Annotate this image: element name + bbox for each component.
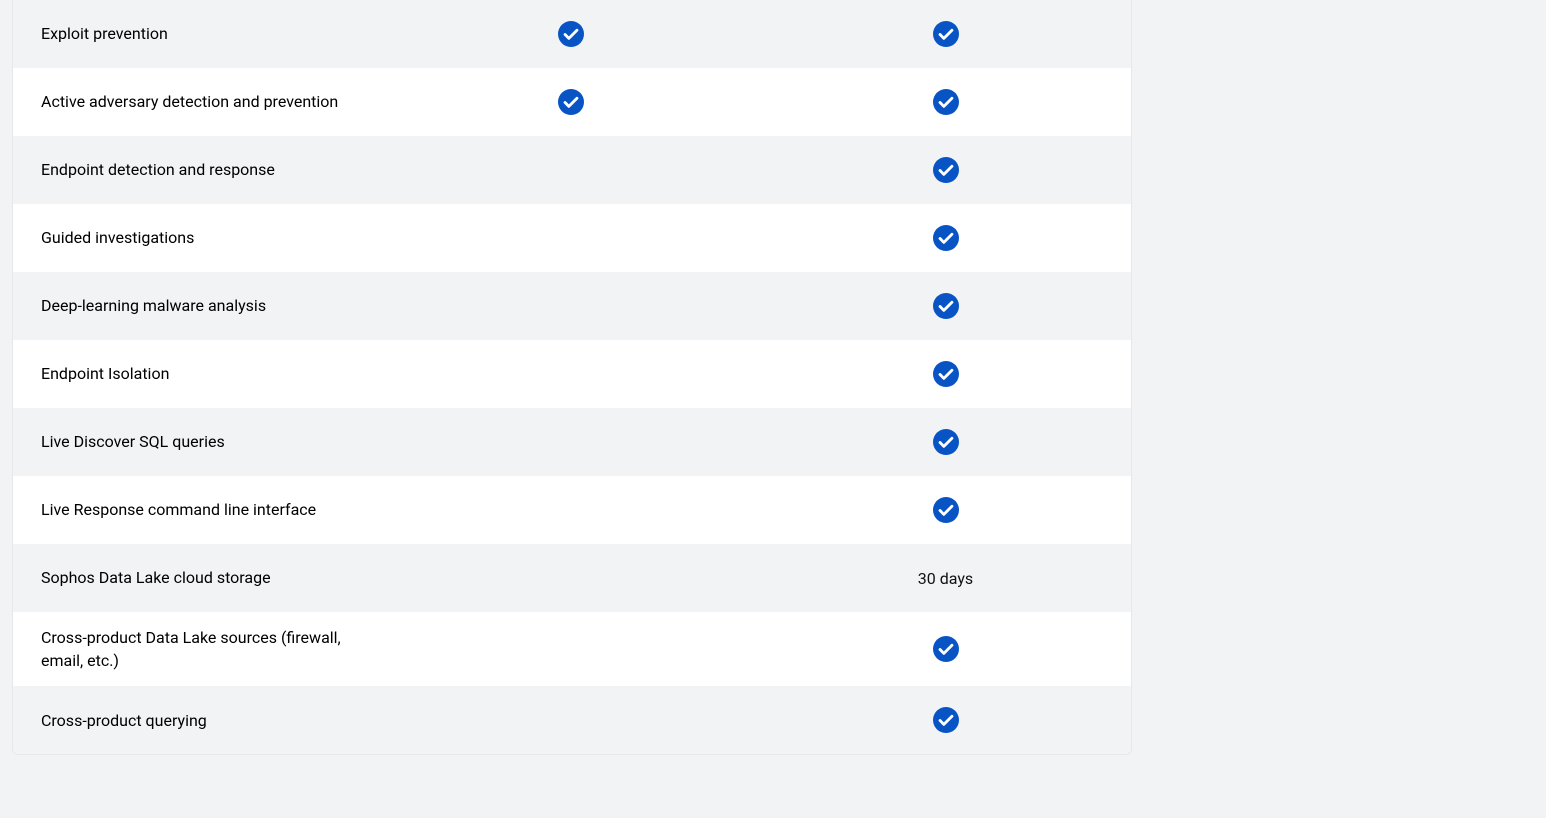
check-icon	[558, 89, 584, 115]
table-row: Live Response command line interface	[13, 476, 1131, 544]
check-icon	[933, 636, 959, 662]
table-row: Endpoint detection and response	[13, 136, 1131, 204]
plan-b-cell	[758, 89, 1132, 115]
check-icon	[933, 21, 959, 47]
check-icon	[933, 293, 959, 319]
check-icon	[933, 429, 959, 455]
feature-label: Guided investigations	[13, 226, 383, 249]
plan-b-value-text: 30 days	[918, 569, 973, 588]
check-icon	[933, 361, 959, 387]
plan-b-cell: 30 days	[758, 569, 1132, 588]
feature-comparison-table: Exploit prevention Active adversary dete…	[12, 0, 1132, 755]
check-icon	[933, 225, 959, 251]
page: Exploit prevention Active adversary dete…	[0, 0, 1546, 818]
table-row: Cross-product Data Lake sources (firewal…	[13, 612, 1131, 686]
feature-label: Cross-product querying	[13, 709, 383, 732]
plan-a-cell	[383, 21, 758, 47]
plan-b-cell	[758, 225, 1132, 251]
check-icon	[933, 707, 959, 733]
table-row: Guided investigations	[13, 204, 1131, 272]
feature-label: Endpoint Isolation	[13, 362, 383, 385]
plan-b-cell	[758, 429, 1132, 455]
plan-b-cell	[758, 361, 1132, 387]
feature-label: Deep-learning malware analysis	[13, 294, 383, 317]
plan-b-cell	[758, 707, 1132, 733]
table-row: Sophos Data Lake cloud storage 30 days	[13, 544, 1131, 612]
table-row: Endpoint Isolation	[13, 340, 1131, 408]
plan-a-cell	[383, 89, 758, 115]
feature-label: Exploit prevention	[13, 22, 383, 45]
plan-b-cell	[758, 293, 1132, 319]
feature-label: Cross-product Data Lake sources (firewal…	[13, 626, 383, 672]
table-row: Exploit prevention	[13, 0, 1131, 68]
feature-label: Live Discover SQL queries	[13, 430, 383, 453]
table-row: Deep-learning malware analysis	[13, 272, 1131, 340]
plan-b-cell	[758, 21, 1132, 47]
check-icon	[933, 497, 959, 523]
table-row: Cross-product querying	[13, 686, 1131, 754]
plan-b-cell	[758, 497, 1132, 523]
check-icon	[558, 21, 584, 47]
check-icon	[933, 89, 959, 115]
check-icon	[933, 157, 959, 183]
feature-label: Sophos Data Lake cloud storage	[13, 566, 383, 589]
feature-label: Live Response command line interface	[13, 498, 383, 521]
table-row: Active adversary detection and preventio…	[13, 68, 1131, 136]
plan-b-cell	[758, 636, 1132, 662]
feature-label: Active adversary detection and preventio…	[13, 90, 383, 113]
table-row: Live Discover SQL queries	[13, 408, 1131, 476]
feature-label: Endpoint detection and response	[13, 158, 383, 181]
plan-b-cell	[758, 157, 1132, 183]
